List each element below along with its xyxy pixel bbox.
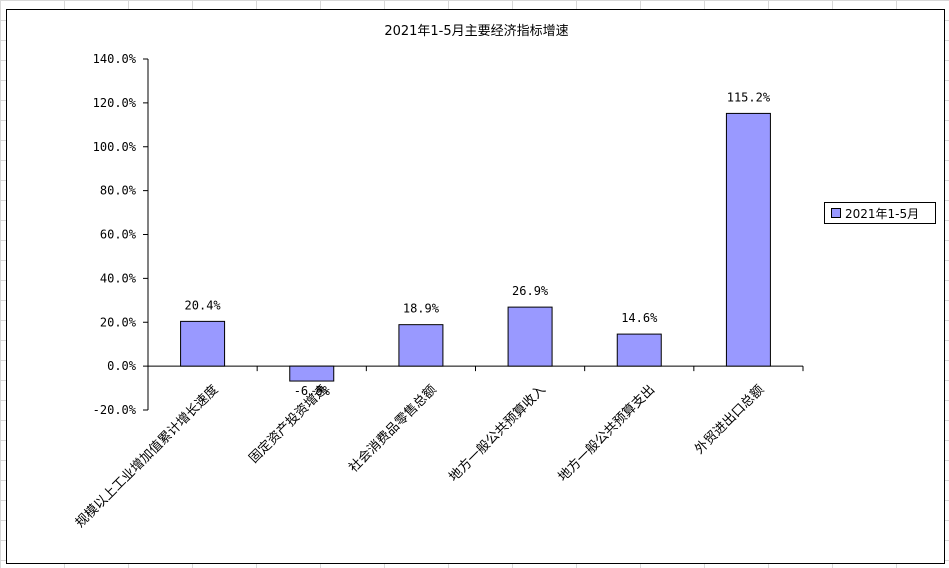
y-tick-label: 100.0% xyxy=(93,140,137,154)
data-label: 18.9% xyxy=(403,302,440,316)
x-tick-label: 固定资产投资增速 xyxy=(246,382,331,467)
x-tick-label: 外贸进出口总额 xyxy=(692,382,767,457)
x-tick-labels: 规模以上工业增加值累计增长速度 固定资产投资增速 社会消费品零售总额 地方一般公共预算… xyxy=(72,382,767,531)
y-tick-label: 140.0% xyxy=(93,52,137,66)
bar xyxy=(616,333,662,367)
data-label: 14.6% xyxy=(621,311,658,325)
x-tick-label: 社会消费品零售总额 xyxy=(346,382,440,476)
bar xyxy=(725,112,771,367)
legend-swatch xyxy=(831,208,841,218)
y-tick-label: 0.0% xyxy=(107,359,137,373)
bar xyxy=(289,365,335,382)
legend[interactable]: 2021年1-5月 xyxy=(824,202,936,224)
plot-area: -20.0% 0.0% 20.0% 40.0% 60.0% 80.0% 100.0% 120.… xyxy=(72,52,804,531)
bar xyxy=(398,324,444,367)
data-labels: 20.4% -6.8% 18.9% 26.9% 14.6% 115.2% xyxy=(185,90,771,398)
axes: -20.0% 0.0% 20.0% 40.0% 60.0% 80.0% 100.0% 120.… xyxy=(93,52,804,417)
bar xyxy=(507,306,553,367)
data-label: 20.4% xyxy=(185,298,222,312)
y-tick-label: 60.0% xyxy=(100,228,137,242)
y-tick-label: 120.0% xyxy=(93,96,137,110)
bars xyxy=(180,112,771,382)
data-label: 26.9% xyxy=(512,284,549,298)
bar xyxy=(180,320,226,367)
data-label: 115.2% xyxy=(727,90,771,104)
chart-title: 2021年1-5月主要经济指标增速 xyxy=(384,24,569,39)
y-tick-label: 40.0% xyxy=(100,271,137,285)
chart-area[interactable]: 2021年1-5月主要经济指标增速 -20.0% 0.0% 20.0% 40.0% 60… xyxy=(6,9,945,564)
x-tick-label: 地方一般公共预算支出 xyxy=(555,382,658,485)
y-tick-label: 20.0% xyxy=(100,315,137,329)
data-label: -6.8% xyxy=(294,384,331,398)
legend-label: 2021年1-5月 xyxy=(845,206,920,221)
y-tick-label: 80.0% xyxy=(100,184,137,198)
y-tick-label: -20.0% xyxy=(93,403,137,417)
x-tick-label: 地方一般公共预算收入 xyxy=(446,382,549,485)
